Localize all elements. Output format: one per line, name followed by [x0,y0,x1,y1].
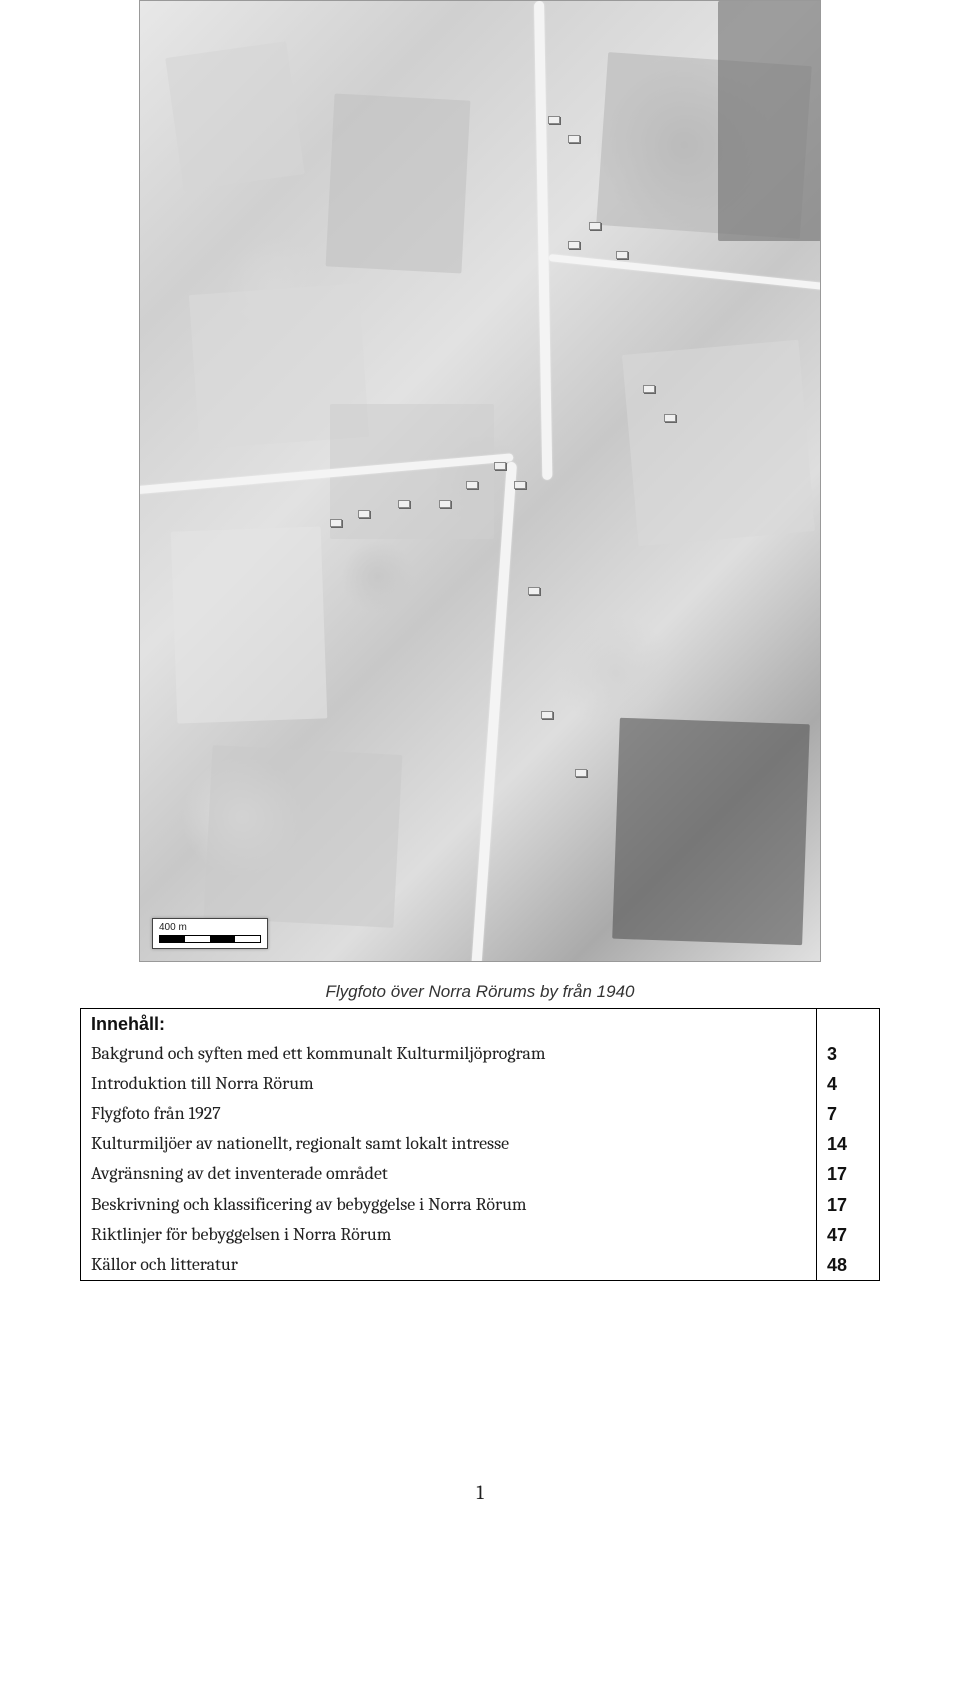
toc-row: Riktlinjer för bebyggelsen i Norra Rörum… [81,1220,879,1250]
building-marker [358,510,370,518]
building-marker [541,711,553,719]
toc-item-label: Beskrivning och klassificering av bebygg… [81,1190,817,1220]
aerial-photo-figure: 400 m [139,0,821,962]
building-marker [494,462,506,470]
scale-bar-graphic [159,935,261,943]
forest-patch [718,1,821,241]
building-marker [330,519,342,527]
toc-item-label: Avgränsning av det inventerade området [81,1159,817,1189]
document-page: 400 m Flygfoto över Norra Rörums by från… [0,0,960,1544]
toc-row: Introduktion till Norra Rörum4 [81,1069,879,1099]
building-marker [643,385,655,393]
toc-page-cell [817,1009,880,1039]
toc-row: Kulturmiljöer av nationellt, regionalt s… [81,1129,879,1159]
toc-rows: Bakgrund och syften med ett kommunalt Ku… [81,1039,879,1280]
toc-box: Innehåll: Bakgrund och syften med ett ko… [80,1008,880,1281]
toc-item-page: 14 [817,1129,880,1159]
toc-row: Avgränsning av det inventerade området17 [81,1159,879,1189]
toc-row: Beskrivning och klassificering av bebygg… [81,1190,879,1220]
building-marker [664,414,676,422]
toc-item-page: 48 [817,1250,880,1280]
building-marker [568,241,580,249]
building-marker [514,481,526,489]
building-marker [398,500,410,508]
building-marker [616,251,628,259]
toc-heading: Innehåll: [81,1009,817,1039]
toc-item-label: Bakgrund och syften med ett kommunalt Ku… [81,1039,817,1069]
toc-heading-row: Innehåll: [81,1009,879,1039]
toc-item-label: Källor och litteratur [81,1250,817,1280]
terrain-patch [622,339,815,546]
terrain-patch [165,41,305,191]
scale-label: 400 m [159,922,261,933]
toc-row: Flygfoto från 19277 [81,1099,879,1129]
building-marker [568,135,580,143]
terrain-patch [204,745,403,928]
building-marker [439,500,451,508]
building-marker [548,116,560,124]
terrain-patch [326,94,471,274]
scale-bar: 400 m [152,918,268,949]
toc-table: Innehåll: Bakgrund och syften med ett ko… [81,1009,879,1280]
toc-item-label: Flygfoto från 1927 [81,1099,817,1129]
toc-item-label: Riktlinjer för bebyggelsen i Norra Rörum [81,1220,817,1250]
building-marker [575,769,587,777]
toc-item-page: 7 [817,1099,880,1129]
toc-item-label: Kulturmiljöer av nationellt, regionalt s… [81,1129,817,1159]
building-marker [466,481,478,489]
forest-patch [612,718,810,945]
toc-item-page: 3 [817,1039,880,1069]
toc-row: Källor och litteratur48 [81,1250,879,1280]
road-north [534,1,552,481]
terrain-patch [171,526,327,723]
building-marker [589,222,601,230]
figure-caption: Flygfoto över Norra Rörums by från 1940 [80,982,880,1002]
toc-item-page: 47 [817,1220,880,1250]
toc-item-page: 17 [817,1190,880,1220]
toc-row: Bakgrund och syften med ett kommunalt Ku… [81,1039,879,1069]
building-marker [528,587,540,595]
page-number: 1 [80,1481,880,1504]
road-east [548,254,821,293]
toc-item-page: 4 [817,1069,880,1099]
toc-item-page: 17 [817,1159,880,1189]
toc-item-label: Introduktion till Norra Rörum [81,1069,817,1099]
